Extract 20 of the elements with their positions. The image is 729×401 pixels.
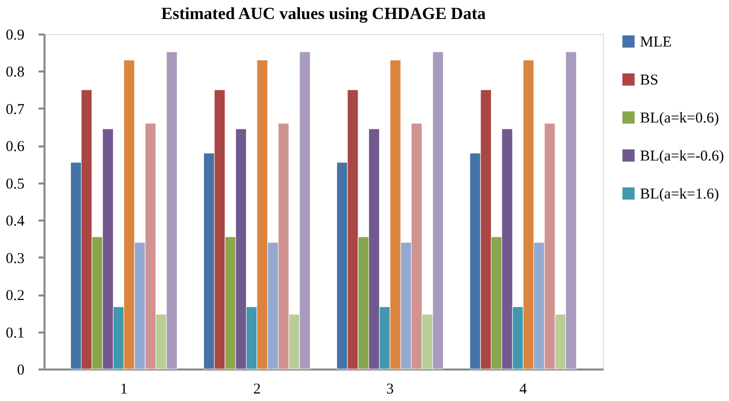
y-tick-label: 0.3	[6, 250, 24, 267]
y-tick-label: 0.6	[6, 139, 25, 156]
y-tick-label: 0.1	[6, 325, 24, 342]
x-tick-label: 1	[120, 382, 128, 398]
x-tick-label: 4	[519, 382, 528, 398]
legend-label: MLE	[640, 34, 672, 50]
y-tick-label: 0.7	[6, 102, 25, 118]
chart-title: Estimated AUC values using CHDAGE Data	[161, 4, 486, 23]
legend-label: BL(a=k=1.6)	[640, 186, 719, 202]
y-tick-label: 0.9	[6, 28, 24, 44]
x-tick-label: 2	[253, 382, 261, 398]
legend-label: BL(a=k=0.6)	[640, 110, 719, 126]
y-tick-label: 0	[17, 362, 24, 378]
legend-label: BL(a=k=-0.6)	[640, 148, 724, 164]
y-tick-label: 0.5	[6, 176, 24, 192]
y-tick-label: 0.2	[6, 288, 24, 304]
legend-label: BS	[640, 72, 658, 88]
y-tick-label: 0.4	[6, 214, 25, 230]
y-tick-label: 0.8	[6, 64, 24, 81]
x-tick-label: 3	[386, 382, 394, 398]
